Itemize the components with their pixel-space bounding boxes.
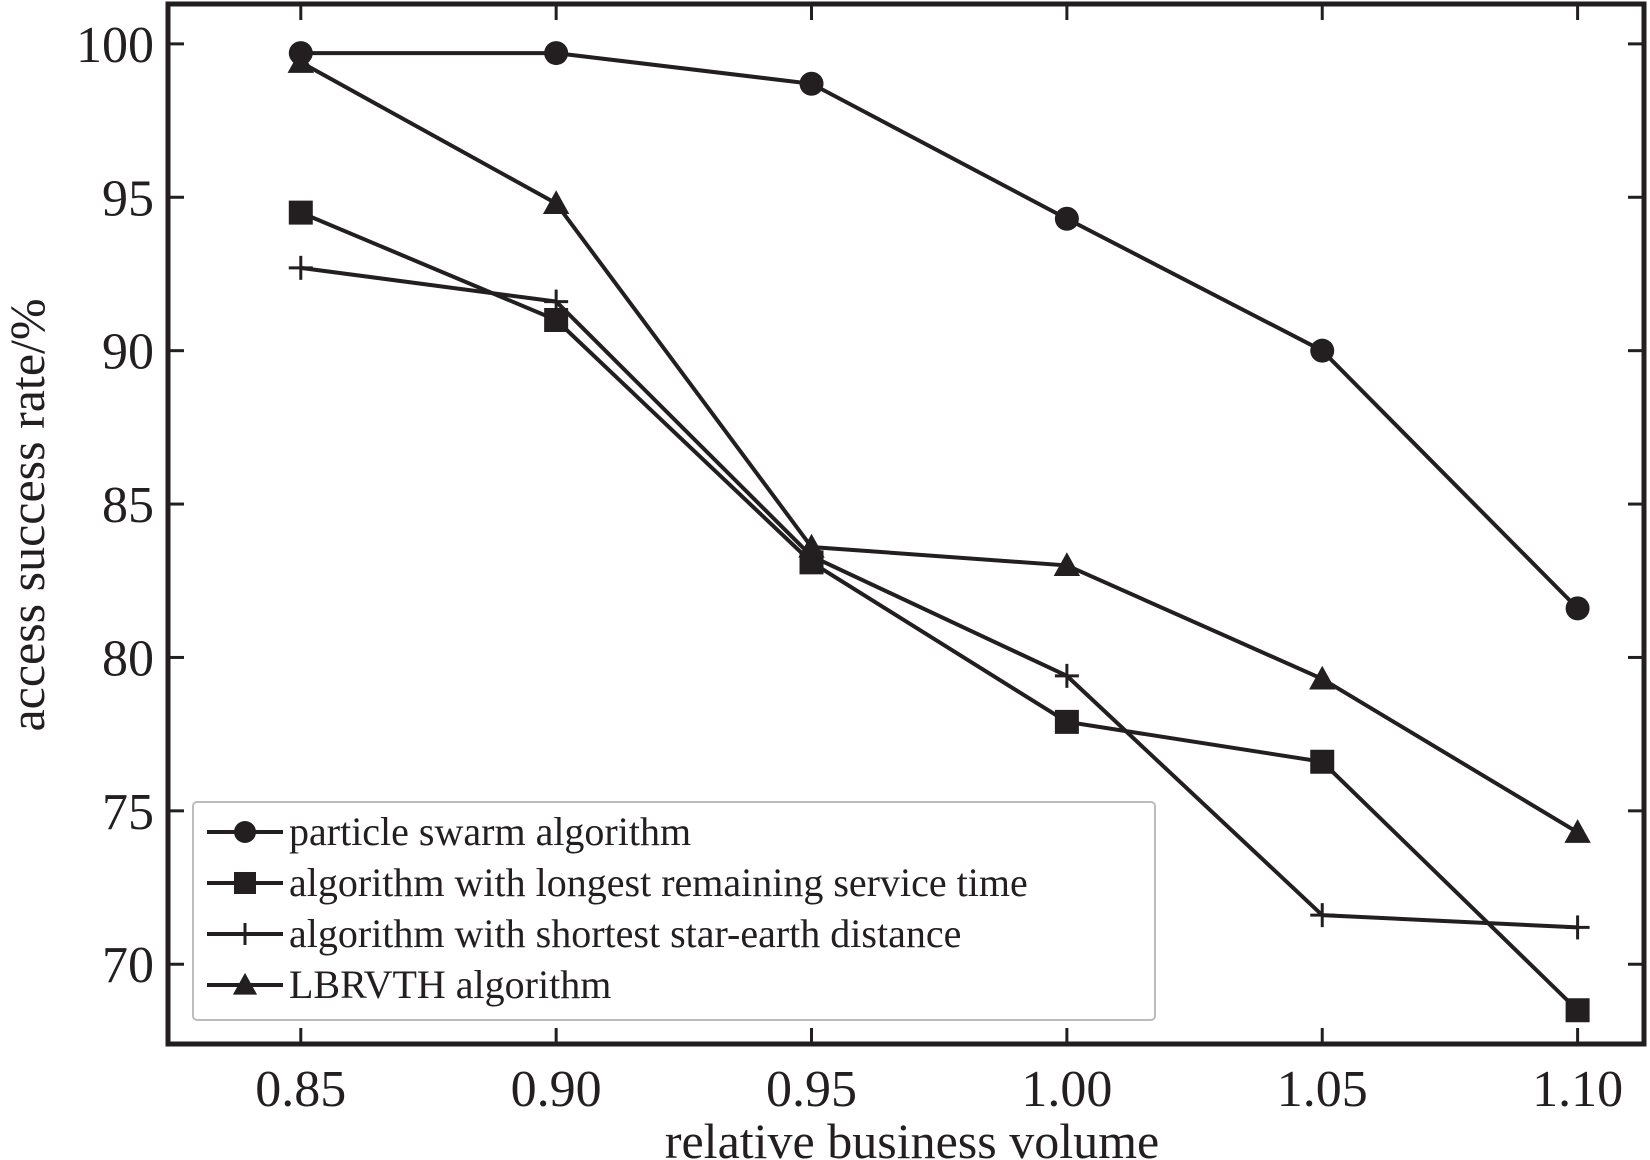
marker-square: [1565, 998, 1590, 1023]
marker-triangle: [1564, 819, 1591, 843]
legend-item: particle swarm algorithm: [207, 809, 691, 854]
x-tick-label: 0.95: [766, 1061, 857, 1118]
legend-item: LBRVTH algorithm: [207, 962, 611, 1007]
marker-triangle: [232, 972, 258, 995]
y-tick-label: 90: [102, 324, 154, 381]
series-triangle: [287, 49, 1591, 843]
legend-box: [192, 801, 1156, 1021]
marker-square: [1054, 709, 1079, 734]
marker-circle: [1310, 338, 1335, 363]
series-line: [300, 265, 1578, 930]
marker-circle: [1054, 206, 1079, 231]
series-layer: [287, 41, 1591, 1023]
marker-triangle: [287, 49, 314, 73]
series-circle: [288, 41, 1590, 621]
marker-circle: [234, 821, 256, 843]
y-axis-ticks: 70 75 80 85 90 95 100: [76, 17, 1644, 994]
x-axis-label: relative business volume: [665, 1113, 1159, 1160]
plot-border: [165, 1, 1647, 1047]
legend-label: algorithm with longest remaining service…: [289, 860, 1028, 905]
series-line: [300, 51, 1580, 610]
x-tick-label: 0.85: [255, 1061, 346, 1118]
marker-plus: [1054, 663, 1079, 688]
legend-label: algorithm with shortest star-earth dista…: [289, 911, 961, 956]
marker-circle: [1565, 596, 1590, 621]
y-tick-label: 80: [102, 630, 154, 687]
y-axis-label: access success rate/%: [0, 298, 55, 731]
legend-label: particle swarm algorithm: [289, 809, 691, 854]
plot-frame: [165, 1, 1647, 1047]
legend-item: algorithm with longest remaining service…: [207, 860, 1028, 905]
x-axis-ticks: 0.85 0.90 0.95 1.00 1.05 1.10: [255, 4, 1623, 1118]
y-tick-label: 95: [102, 170, 154, 227]
y-tick-label: 100: [76, 17, 154, 74]
marker-triangle: [1053, 552, 1081, 576]
marker-plus: [544, 289, 569, 314]
y-tick-label: 85: [102, 477, 154, 534]
legend: particle swarm algorithm algorithm with l…: [192, 801, 1156, 1021]
marker-triangle: [798, 533, 825, 558]
x-tick-label: 1.00: [1021, 1061, 1112, 1118]
marker-circle: [544, 41, 569, 66]
marker-circle: [799, 71, 824, 96]
y-tick-label: 70: [102, 937, 154, 994]
marker-plus: [1310, 903, 1335, 928]
series-line: [299, 60, 1579, 835]
y-tick-label: 75: [102, 784, 154, 841]
marker-plus: [234, 923, 256, 945]
x-tick-label: 1.10: [1532, 1061, 1623, 1118]
x-tick-label: 1.05: [1277, 1061, 1368, 1118]
legend-item: algorithm with shortest star-earth dista…: [207, 911, 961, 956]
x-tick-label: 0.90: [511, 1061, 602, 1118]
marker-square: [288, 200, 313, 225]
marker-triangle: [542, 190, 570, 214]
series-line: [300, 210, 1580, 1012]
legend-label: LBRVTH algorithm: [289, 962, 611, 1007]
marker-square: [234, 872, 256, 894]
marker-plus: [288, 255, 313, 280]
marker-triangle: [1309, 665, 1336, 690]
marker-plus: [1565, 915, 1590, 940]
marker-square: [1310, 749, 1335, 774]
